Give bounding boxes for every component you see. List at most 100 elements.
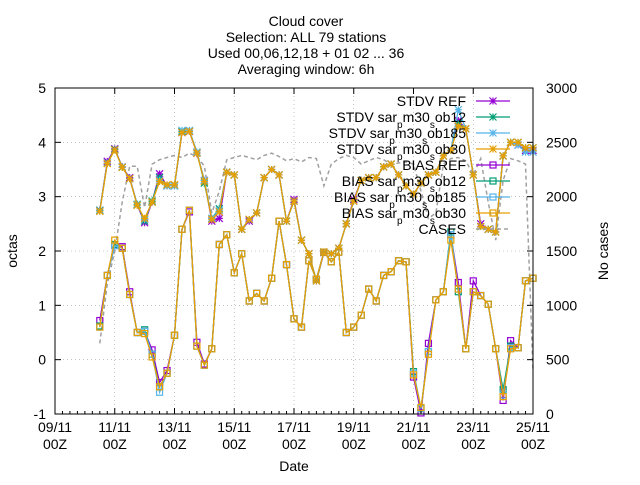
data-point [223, 231, 231, 239]
legend-entry: STDV sarpm30sob12 [336, 109, 510, 131]
data-point [402, 181, 410, 190]
data-point [409, 371, 418, 379]
data-point [148, 198, 157, 207]
data-point [282, 260, 291, 269]
data-point [170, 331, 179, 339]
data-point [312, 275, 321, 283]
y2-tick-label: 500 [546, 352, 570, 368]
data-point [163, 369, 171, 377]
data-point [461, 124, 470, 133]
data-point [103, 271, 111, 280]
data-point [178, 128, 186, 137]
data-point [252, 209, 261, 217]
y2-axis-label: No cases [595, 222, 611, 280]
series-line [99, 125, 533, 284]
y-axis-label: octas [4, 234, 20, 267]
x-tick-label-hour: 00Z [342, 436, 367, 452]
data-point [424, 350, 433, 358]
x-tick-label: 19/11 [337, 419, 371, 435]
data-point [424, 339, 433, 347]
data-point [163, 180, 171, 189]
legend-entry: STDV sarpm30sob30 [336, 141, 510, 163]
x-tick-label: 25/11 [516, 419, 550, 435]
data-point [290, 197, 298, 205]
data-point [431, 168, 440, 177]
data-point [334, 244, 343, 253]
x-tick-label-hour: 00Z [222, 436, 247, 452]
legend-entry: BIAS sarpm30sob185 [334, 189, 510, 211]
series-cases [99, 152, 534, 371]
legend-label: CASES [419, 221, 466, 237]
data-point [521, 277, 530, 285]
data-point [417, 403, 425, 412]
data-point [155, 169, 164, 178]
x-tick-label: 17/11 [277, 419, 311, 435]
data-point [454, 122, 463, 130]
data-point [417, 179, 425, 188]
data-point [335, 248, 343, 256]
x-tick-label-hour: 00Z [43, 436, 68, 452]
y-tick-label: 3 [38, 189, 46, 205]
data-point [170, 180, 179, 189]
data-point [364, 173, 373, 182]
data-point [178, 225, 186, 233]
series-stdv-sar-pm30-sob185 [95, 105, 537, 285]
data-point [446, 146, 455, 155]
legend-sample-marker [489, 177, 497, 185]
legend-entry: BIAS sarpm30sob30 [342, 205, 510, 227]
legend-entry: BIAS sarpm30sob12 [342, 173, 510, 195]
y2-tick-label: 2500 [546, 134, 577, 150]
axes: -101234505001000150020002500300009/1100Z… [34, 80, 578, 452]
data-point [447, 236, 455, 244]
legend-sample-marker [489, 113, 497, 121]
data-point [477, 291, 485, 300]
y-tick-label: 0 [38, 352, 46, 368]
data-point [275, 171, 283, 179]
x-tick-label-hour: 00Z [461, 436, 486, 452]
data-point [439, 288, 447, 296]
data-point [320, 248, 328, 256]
data-point [514, 344, 522, 352]
data-point [484, 300, 492, 308]
x-tick-label: 09/11 [38, 419, 72, 435]
data-point [230, 269, 238, 277]
data-point [267, 274, 276, 282]
data-point [514, 138, 522, 147]
x-tick-label: 13/11 [158, 419, 192, 435]
data-point [342, 219, 351, 228]
data-point [469, 277, 477, 285]
title-line: Averaging window: 6h [238, 61, 375, 77]
data-point [110, 146, 119, 154]
y2-tick-label: 2000 [546, 189, 577, 205]
data-point [491, 228, 500, 236]
legend-entry: BIAS REF [402, 157, 510, 173]
legend-label: STDV sarpm30sob12 [336, 109, 466, 131]
y2-tick-label: 1000 [546, 297, 577, 313]
data-point [260, 297, 268, 305]
legend-sample-marker [489, 161, 497, 169]
data-point [357, 176, 366, 185]
series-layer [95, 105, 537, 417]
data-point [245, 297, 253, 305]
series-line [99, 210, 534, 409]
data-point [357, 311, 365, 319]
x-axis-label: Date [279, 458, 309, 474]
title-line: Used 00,06,12,18 + 01 02 ... 36 [208, 45, 405, 61]
data-point [215, 214, 224, 223]
data-point [118, 244, 126, 252]
data-point [305, 257, 313, 265]
data-point [238, 250, 246, 258]
data-point [454, 105, 463, 114]
legend-label: STDV sarpm30sob185 [329, 125, 467, 147]
data-point [484, 225, 493, 234]
data-point [349, 197, 358, 205]
data-point [133, 201, 142, 210]
data-point [215, 240, 223, 249]
x-tick-label-hour: 00Z [162, 436, 187, 452]
data-point [155, 177, 164, 186]
y-tick-label: 2 [38, 243, 46, 259]
data-point [506, 345, 515, 353]
data-point [126, 290, 134, 299]
